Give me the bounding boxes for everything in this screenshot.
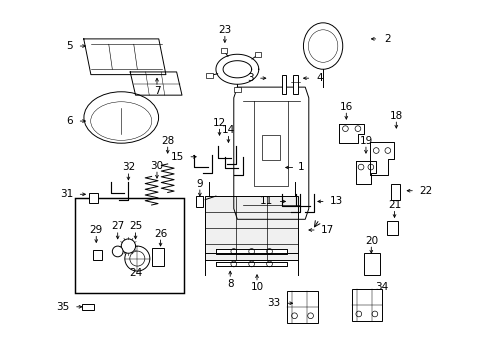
Text: 23: 23: [218, 25, 231, 35]
Text: 16: 16: [339, 102, 352, 112]
Text: 5: 5: [66, 41, 73, 51]
Bar: [221, 49, 227, 54]
Bar: [386, 221, 397, 235]
Polygon shape: [339, 124, 364, 143]
Text: 31: 31: [60, 189, 73, 199]
Polygon shape: [233, 87, 308, 219]
Text: 13: 13: [329, 197, 343, 206]
Polygon shape: [130, 72, 182, 95]
Bar: [82, 304, 94, 310]
Bar: [196, 196, 203, 207]
Text: 22: 22: [419, 186, 432, 196]
Text: 25: 25: [129, 221, 142, 231]
Bar: [205, 196, 298, 260]
Text: 17: 17: [321, 225, 334, 235]
Circle shape: [124, 246, 149, 271]
Text: 10: 10: [250, 282, 263, 292]
Text: 2: 2: [383, 34, 389, 44]
Text: 12: 12: [212, 118, 225, 128]
Bar: [206, 73, 212, 78]
Text: 35: 35: [56, 302, 69, 312]
Text: 9: 9: [196, 179, 203, 189]
Text: 18: 18: [389, 111, 402, 121]
Text: 28: 28: [161, 136, 174, 146]
Text: 26: 26: [154, 229, 167, 239]
Bar: [234, 87, 240, 92]
Bar: [292, 75, 298, 94]
Text: 11: 11: [259, 197, 272, 206]
Text: 15: 15: [170, 152, 183, 162]
Text: 7: 7: [153, 86, 160, 96]
Text: 3: 3: [246, 73, 253, 83]
Text: 24: 24: [129, 268, 142, 278]
Text: 34: 34: [375, 282, 388, 292]
Bar: [151, 248, 164, 266]
Text: 14: 14: [222, 125, 235, 135]
Polygon shape: [216, 262, 287, 266]
Bar: [262, 135, 280, 160]
Text: 8: 8: [226, 279, 233, 289]
Bar: [89, 193, 98, 203]
Bar: [282, 75, 285, 94]
Text: 6: 6: [66, 116, 73, 126]
Text: 30: 30: [150, 161, 163, 171]
Polygon shape: [370, 143, 393, 175]
Text: 21: 21: [387, 200, 400, 210]
Circle shape: [121, 239, 135, 253]
Text: 1: 1: [298, 162, 304, 172]
Text: 4: 4: [315, 73, 322, 83]
Bar: [93, 249, 102, 260]
Bar: [364, 253, 380, 275]
Polygon shape: [355, 161, 375, 184]
Bar: [254, 52, 261, 57]
Bar: [351, 289, 381, 321]
Text: 27: 27: [111, 221, 124, 231]
Ellipse shape: [84, 92, 158, 143]
Polygon shape: [216, 249, 287, 253]
Text: 19: 19: [359, 136, 372, 146]
Circle shape: [112, 246, 123, 257]
Text: 33: 33: [266, 298, 280, 308]
Text: 32: 32: [122, 162, 135, 172]
Bar: [287, 291, 317, 323]
Bar: [75, 198, 183, 293]
Text: 20: 20: [364, 236, 377, 246]
Bar: [390, 184, 399, 200]
Text: 29: 29: [89, 225, 102, 235]
Ellipse shape: [303, 23, 342, 69]
Polygon shape: [83, 39, 165, 75]
